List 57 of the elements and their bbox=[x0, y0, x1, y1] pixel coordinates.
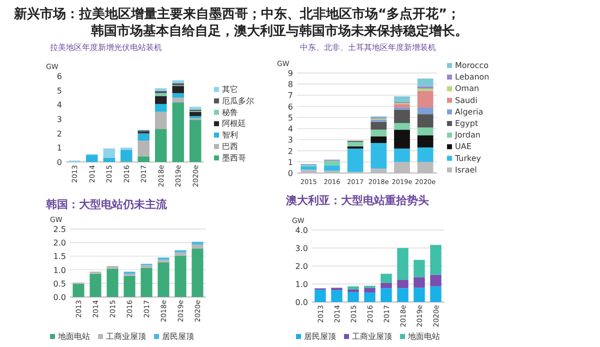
legend-label: 智利 bbox=[222, 130, 238, 140]
y-tick-label: 2.0 bbox=[295, 262, 308, 271]
text: 新兴市场：拉美地区增量主要来自墨西哥；中东、北非地区市场“多点开花”； bbox=[13, 6, 460, 22]
legend-label: 工商业屋顶 bbox=[352, 332, 392, 341]
legend-label: Jordan bbox=[454, 130, 480, 140]
legend-label: 地面电站 bbox=[407, 332, 440, 341]
legend-label: 阿根廷 bbox=[222, 119, 246, 128]
y-tick-label: 6 bbox=[288, 102, 293, 112]
legend-label: 其它 bbox=[222, 85, 238, 94]
legend-label: UAE bbox=[455, 142, 472, 152]
y-tick-label: 7 bbox=[288, 91, 293, 100]
y-tick-label: 0.5 bbox=[53, 279, 66, 288]
legend-label: Egypt bbox=[455, 119, 478, 128]
y-tick-label: 3 bbox=[288, 136, 293, 145]
y-tick-label: 5 bbox=[288, 113, 293, 122]
y-tick-label: 5 bbox=[56, 86, 62, 96]
y-tick-label: 1.0 bbox=[53, 266, 66, 275]
legend-label: Algeria bbox=[455, 107, 484, 116]
legend-label: Turkey bbox=[454, 154, 482, 163]
y-tick-label: 6 bbox=[56, 72, 62, 81]
chart-title: 中东、北非、土耳其地区年度新增装机 bbox=[300, 43, 436, 52]
y-tick-label: 2.0 bbox=[53, 238, 66, 248]
y-tick-label: 2.5 bbox=[53, 225, 66, 234]
y-tick-label: 3.0 bbox=[295, 244, 308, 253]
y-tick-label: 4 bbox=[288, 124, 293, 134]
y-tick-label: 8 bbox=[288, 80, 293, 90]
y-tick-label: 1.5 bbox=[53, 252, 66, 262]
chart-title: 拉美地区年度新增光伏电站装机 bbox=[50, 43, 162, 52]
y-tick-label: 1 bbox=[56, 144, 62, 153]
y-tick-label: 4 bbox=[56, 100, 62, 110]
legend-label: 地面电站 bbox=[57, 332, 90, 341]
y-tick-label: 3 bbox=[56, 115, 62, 124]
legend-label: 厄瓜多尔 bbox=[222, 96, 254, 106]
legend-label: 工商业屋顶 bbox=[106, 332, 146, 341]
text: 韩国市场基本自给自足，澳大利亚与韩国市场未来保持稳定增长。 bbox=[90, 23, 468, 39]
y-tick-label: 0.0 bbox=[295, 298, 308, 307]
y-tick-label: 0.0 bbox=[53, 293, 66, 302]
y-tick-label: 2 bbox=[56, 129, 62, 138]
legend-label: Oman bbox=[455, 84, 480, 94]
legend-label: 墨西哥 bbox=[222, 153, 246, 162]
y-tick-label: 1 bbox=[288, 158, 293, 167]
legend-label: Lebanon bbox=[455, 72, 490, 82]
y-tick-label: 4.0 bbox=[295, 226, 308, 235]
chart-title: 韩国：大型电站仍未主流 bbox=[45, 198, 168, 211]
y-tick-label: 0 bbox=[56, 158, 62, 167]
y-tick-label: 2 bbox=[288, 146, 293, 156]
legend-label: Morocco bbox=[455, 61, 489, 70]
legend-label: 巴西 bbox=[222, 142, 238, 151]
chart-title: 澳大利亚：大型电站重拾势头 bbox=[285, 194, 429, 207]
legend-label: 居民屋顶 bbox=[304, 332, 336, 341]
legend-label: Saudi bbox=[455, 96, 478, 105]
legend-label: 居民屋顶 bbox=[162, 332, 194, 341]
legend-label: 秘鲁 bbox=[222, 108, 238, 117]
legend-label: Israel bbox=[455, 165, 477, 174]
y-tick-label: 1.0 bbox=[295, 280, 308, 289]
y-tick-label: 9 bbox=[288, 69, 293, 78]
y-tick-label: 0 bbox=[288, 169, 293, 178]
